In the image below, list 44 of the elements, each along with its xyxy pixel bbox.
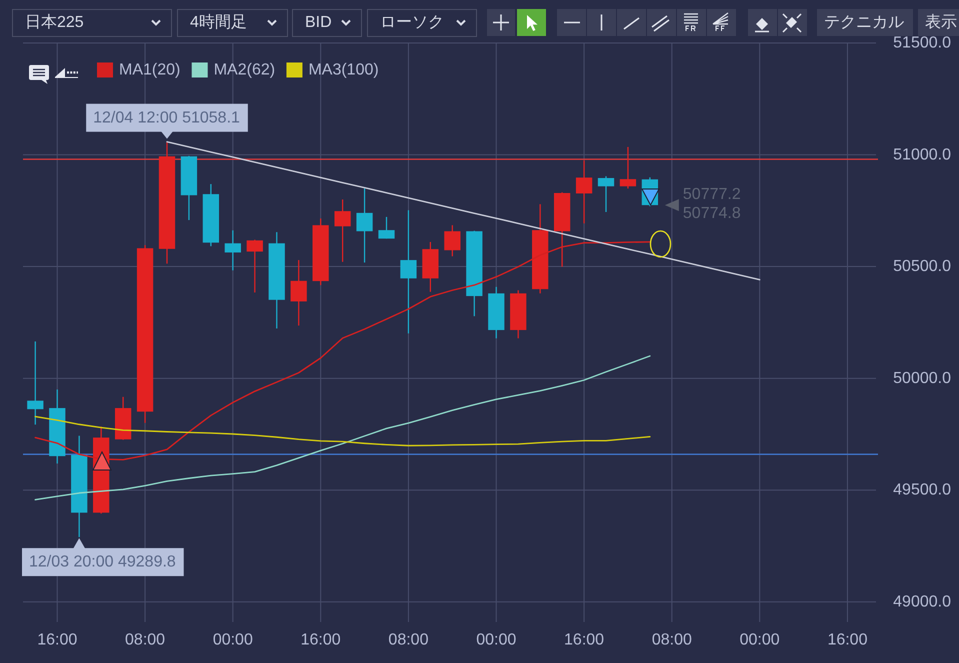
- x-tick-label: 16:00: [827, 632, 868, 648]
- candlestick: [576, 160, 592, 224]
- candlestick: [620, 146, 636, 190]
- y-tick-label: 50500.0: [893, 258, 952, 276]
- x-tick-label: 16:00: [300, 632, 341, 648]
- annotation: 50774.8: [682, 204, 741, 222]
- candlestick: [334, 198, 351, 262]
- annotation: 12/03 20:00 49289.8: [29, 554, 176, 571]
- x-tick-label: 08:00: [388, 632, 429, 648]
- legend-label: MA2(62): [214, 62, 276, 78]
- y-tick-label: 50000.0: [893, 370, 952, 387]
- candlestick: [246, 239, 263, 294]
- button: テクニカル: [817, 9, 913, 36]
- line-series: [34, 416, 651, 446]
- line-series: [34, 355, 651, 500]
- candlestick: [444, 224, 460, 257]
- x-tick-label: 00:00: [476, 632, 516, 648]
- candlestick: [400, 210, 417, 334]
- y-tick-label: 51000.0: [893, 146, 952, 164]
- x-tick-label: 16:00: [564, 632, 604, 648]
- dropdown: 4時間足: [177, 9, 288, 37]
- annotation: 50777.2: [682, 186, 741, 203]
- x-tick-label: 08:00: [125, 632, 166, 648]
- y-tick-label: 51500.0: [893, 34, 952, 52]
- x-tick-label: 16:00: [37, 632, 78, 648]
- legend-label: MA1(20): [119, 62, 180, 78]
- line-series: [166, 141, 760, 280]
- dropdown: BID: [292, 9, 362, 37]
- dropdown: ローソク: [367, 9, 477, 37]
- dropdown: 日本225: [12, 9, 172, 37]
- candlestick: [224, 230, 241, 271]
- candlestick: [356, 188, 373, 264]
- y-tick-label: 49500.0: [893, 482, 952, 499]
- annotation: 12/04 12:00 51058.1: [93, 109, 240, 126]
- candlestick: [27, 340, 44, 426]
- candlestick: [378, 216, 395, 240]
- candlestick: [290, 259, 307, 326]
- button: 表示: [918, 9, 959, 36]
- x-tick-label: 00:00: [212, 632, 253, 648]
- x-tick-label: 08:00: [652, 632, 692, 648]
- x-tick-label: 00:00: [740, 632, 780, 648]
- y-tick-label: 49000.0: [893, 593, 952, 610]
- legend-label: MA3(100): [308, 62, 379, 78]
- candlestick: [598, 176, 614, 213]
